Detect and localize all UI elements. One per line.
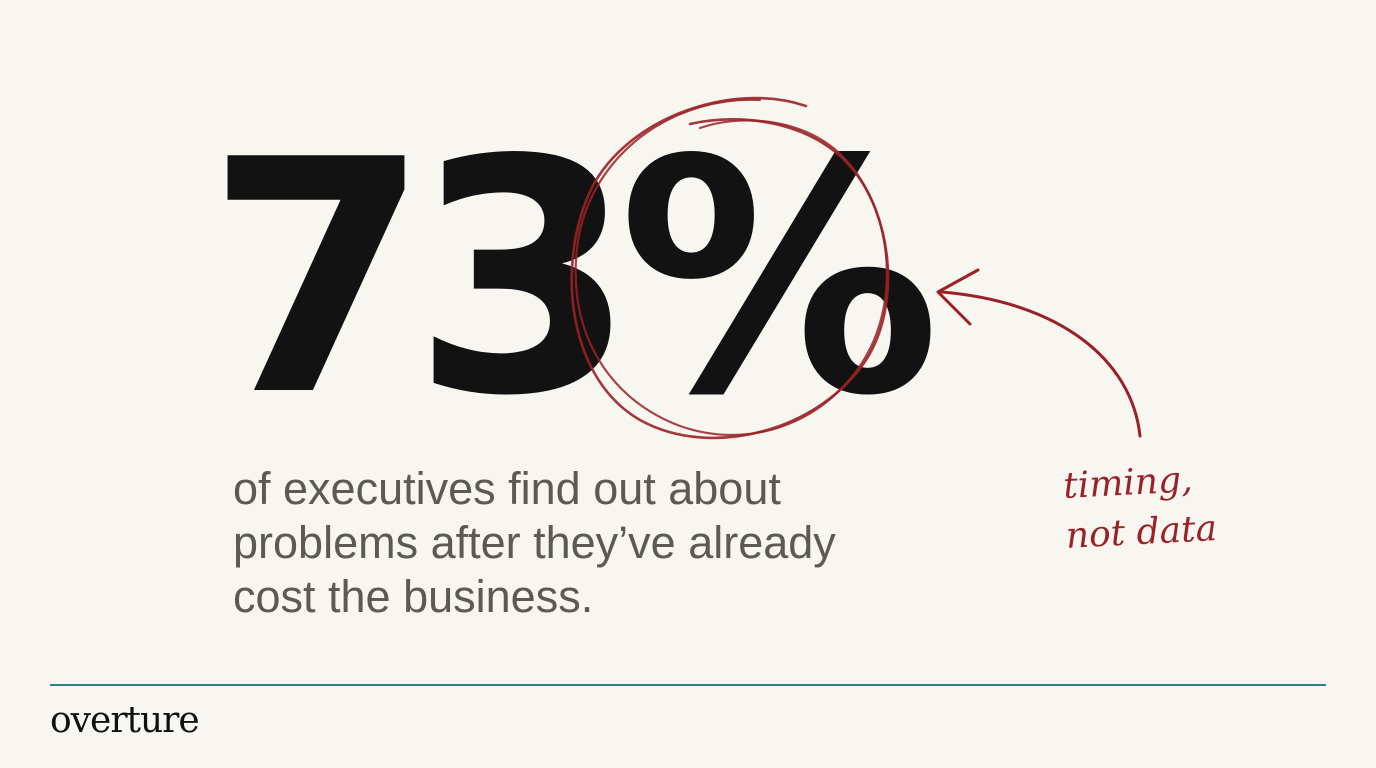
caption-line-2: problems after they’ve already [233, 517, 836, 568]
arrow-shaft [940, 290, 1142, 438]
caption-line-1: of executives find out about [233, 463, 781, 514]
brand-logo: overture [50, 700, 200, 741]
note-line-1: timing, [1062, 459, 1194, 507]
arrow-head [936, 268, 980, 326]
stat-value: 73% [206, 91, 941, 466]
caption-line-3: cost the business. [233, 571, 594, 622]
note-line-2: not data [1064, 508, 1218, 557]
stat-caption: of executives find out about problems af… [233, 462, 933, 624]
handwritten-note: timing, not data [1062, 454, 1218, 562]
footer-divider [50, 684, 1326, 686]
